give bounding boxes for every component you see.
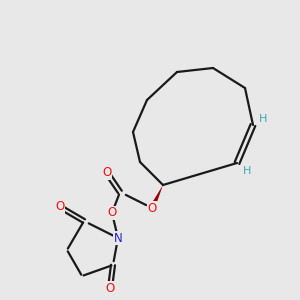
Text: N: N — [114, 232, 122, 244]
Polygon shape — [149, 185, 163, 209]
Text: O: O — [102, 167, 112, 179]
Text: H: H — [259, 114, 267, 124]
Text: O: O — [107, 206, 117, 220]
Text: H: H — [243, 166, 251, 176]
Text: O: O — [147, 202, 157, 214]
Text: O: O — [56, 200, 64, 214]
Text: O: O — [105, 281, 115, 295]
